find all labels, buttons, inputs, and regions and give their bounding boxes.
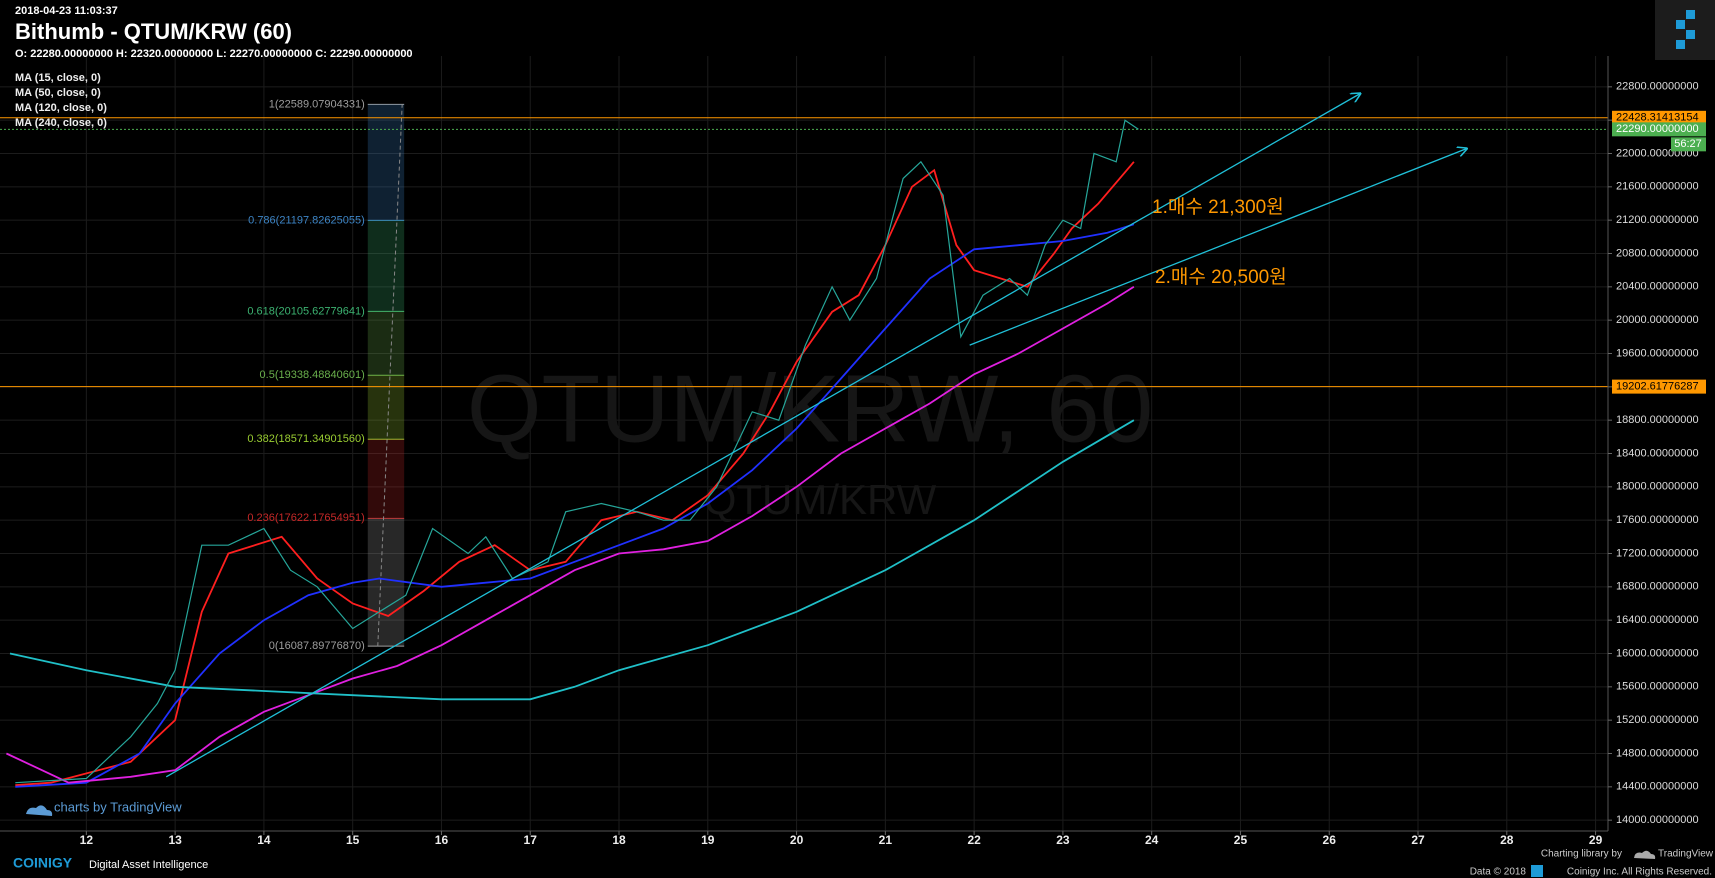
- y-tick-label: 18400.00000000: [1616, 447, 1699, 459]
- fib-label: 0.236(17622.17654951): [247, 512, 364, 524]
- y-tick-label: 20400.00000000: [1616, 281, 1699, 293]
- x-tick-label: 16: [435, 833, 449, 847]
- legend-entry: MA (50, close, 0): [15, 87, 101, 99]
- y-tick-label: 16400.00000000: [1616, 614, 1699, 626]
- fib-label: 0(16087.89776870): [269, 640, 365, 652]
- x-tick-label: 26: [1323, 833, 1337, 847]
- annotation: 2.매수 20,500원: [1155, 266, 1287, 288]
- coinigy-icon: [1531, 865, 1543, 877]
- x-tick-label: 28: [1500, 833, 1514, 847]
- fib-label: 0.786(21197.82625055): [248, 214, 365, 226]
- library-credit: Charting library by: [1541, 849, 1622, 860]
- axis: 14000.00000000 14400.00000000 14800.000000…: [0, 56, 1706, 847]
- x-tick-label: 20: [790, 833, 804, 847]
- logo-mark: [1686, 30, 1695, 39]
- fib-label: 0.382(18571.34901560): [247, 433, 364, 445]
- fib-band: [367, 375, 405, 440]
- y-tick-label: 17200.00000000: [1616, 547, 1699, 559]
- fib-band: [367, 220, 405, 312]
- x-tick-label: 12: [80, 833, 94, 847]
- fib-band: [367, 311, 405, 376]
- countdown-label: 56:27: [1674, 138, 1702, 150]
- x-tick-label: 25: [1234, 833, 1248, 847]
- fib-label: 0.618(20105.62779641): [247, 305, 364, 317]
- x-tick-label: 21: [879, 833, 893, 847]
- y-tick-label: 21200.00000000: [1616, 214, 1699, 226]
- timestamp: 2018-04-23 11:03:37: [15, 5, 118, 17]
- ma-line: [9, 419, 1135, 701]
- logo-box: [1655, 0, 1715, 60]
- price-badge: [1612, 379, 1706, 394]
- x-tick-label: 27: [1411, 833, 1425, 847]
- current-price-badge: [1612, 122, 1706, 137]
- library-name[interactable]: TradingView: [1658, 849, 1714, 860]
- price-line-series: [15, 119, 1139, 784]
- ohlc: O: 22280.00000000 H: 22320.00000000 L: 2…: [15, 48, 413, 60]
- legend-entry: MA (240, close, 0): [15, 117, 107, 129]
- y-tick-label: 14000.00000000: [1616, 814, 1699, 826]
- y-tick-label: 22800.00000000: [1616, 81, 1699, 93]
- fib-label: 1(22589.07904331): [269, 98, 365, 110]
- y-tick-label: 19600.00000000: [1616, 347, 1699, 359]
- tradingview-credit[interactable]: charts by TradingView: [54, 799, 182, 814]
- grid: [0, 56, 1608, 831]
- x-tick-label: 24: [1145, 833, 1159, 847]
- price-badge: [1612, 110, 1706, 125]
- logo-mark: [1676, 40, 1685, 49]
- fib-label: 0.5(19338.48840601): [260, 369, 365, 381]
- rights: Coinigy Inc. All Rights Reserved.: [1567, 867, 1712, 878]
- legend-entry: MA (120, close, 0): [15, 102, 107, 114]
- x-tick-label: 17: [524, 833, 538, 847]
- tv-cloud-icon: [26, 805, 53, 816]
- x-tick-label: 22: [967, 833, 981, 847]
- y-tick-label: 16000.00000000: [1616, 647, 1699, 659]
- y-tick-label: 14800.00000000: [1616, 747, 1699, 759]
- data-credit: Data © 2018: [1470, 867, 1527, 878]
- x-tick-label: 15: [346, 833, 360, 847]
- y-tick-label: 14400.00000000: [1616, 781, 1699, 793]
- annotation: 1.매수 21,300원: [1152, 196, 1284, 218]
- trend-line: [165, 94, 1360, 778]
- y-tick-label: 18800.00000000: [1616, 414, 1699, 426]
- logo-mark: [1676, 20, 1685, 29]
- watermark-sub: QTUM/KRW: [704, 476, 937, 523]
- fib-band: [367, 104, 405, 221]
- x-tick-label: 14: [257, 833, 271, 847]
- plot: 1(22589.07904331) 0.786(21197.82625055) 0.…: [0, 94, 1608, 788]
- trend-line: [969, 149, 1467, 346]
- countdown-badge: [1671, 137, 1706, 152]
- y-tick-label: 16800.00000000: [1616, 581, 1699, 593]
- x-tick-label: 29: [1589, 833, 1603, 847]
- y-tick-label: 17600.00000000: [1616, 514, 1699, 526]
- tagline: Digital Asset Intelligence: [89, 859, 208, 871]
- price-badge-label: 22428.31413154: [1616, 112, 1699, 124]
- ma-line: [15, 223, 1135, 788]
- y-tick-label: 15200.00000000: [1616, 714, 1699, 726]
- x-tick-label: 23: [1056, 833, 1070, 847]
- logo-mark: [1686, 10, 1695, 19]
- title: Bithumb - QTUM/KRW (60): [15, 19, 293, 44]
- y-tick-label: 21600.00000000: [1616, 181, 1699, 193]
- x-tick-label: 19: [701, 833, 715, 847]
- y-tick-label: 20800.00000000: [1616, 247, 1699, 259]
- fib-band: [367, 518, 405, 647]
- brand: COINIGY: [13, 855, 73, 871]
- current-price-label: 22290.00000000: [1616, 123, 1699, 135]
- fib-band: [367, 439, 405, 519]
- y-tick-label: 18000.00000000: [1616, 481, 1699, 493]
- y-tick-label: 15600.00000000: [1616, 681, 1699, 693]
- fib-trend: [377, 104, 403, 647]
- ma-line: [6, 286, 1135, 784]
- x-tick-label: 18: [612, 833, 626, 847]
- x-tick-label: 13: [168, 833, 182, 847]
- tv-cloud-icon: [1634, 850, 1656, 859]
- legend-entry: MA (15, close, 0): [15, 72, 101, 84]
- y-tick-label: 20000.00000000: [1616, 314, 1699, 326]
- price-badge-label: 19202.61776287: [1616, 381, 1699, 393]
- legend: MA (15, close, 0) MA (50, close, 0) MA (12…: [15, 72, 107, 129]
